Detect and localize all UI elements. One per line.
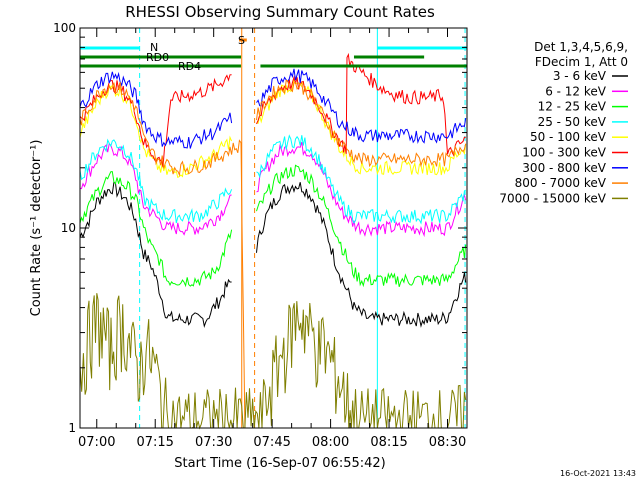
flag-label-rd4: RD4: [178, 60, 201, 73]
flag-bars: [80, 38, 467, 68]
plot-area: [79, 27, 468, 430]
legend-label: 100 - 300 keV: [522, 146, 606, 160]
x-tick-label: 08:15: [370, 435, 407, 450]
x-tick-label: 08:00: [312, 435, 349, 450]
series-line-7: [79, 79, 467, 429]
legend-label: 6 - 12 keV: [545, 84, 607, 98]
x-tick-label: 07:15: [136, 435, 173, 450]
y-axis: 1 10 100 Count Rate (s⁻¹ detector⁻¹): [29, 21, 467, 435]
chart-title: RHESSI Observing Summary Count Rates: [125, 3, 435, 21]
legend-label: 50 - 100 keV: [530, 130, 607, 144]
series-line-0: [79, 181, 467, 328]
flag-label-s: S: [238, 34, 245, 47]
x-tick-label: 07:00: [78, 435, 115, 450]
y-tick-label: 100: [53, 21, 76, 35]
legend: Det 1,3,4,5,6,9, FDecim 1, Att 0 3 - 6 k…: [499, 40, 628, 205]
series-line-1: [79, 141, 467, 238]
flag-label-rd0: RD0: [146, 51, 169, 64]
y-axis-label: Count Rate (s⁻¹ detector⁻¹): [29, 140, 44, 317]
x-tick-label: 07:30: [195, 435, 232, 450]
footer-timestamp: 16-Oct-2021 13:43: [560, 469, 636, 478]
x-tick-label: 07:45: [253, 435, 290, 450]
legend-header-line-2: FDecim 1, Att 0: [535, 55, 628, 69]
legend-label: 800 - 7000 keV: [515, 176, 607, 190]
y-tick-label: 1: [68, 421, 76, 435]
legend-header-line-1: Det 1,3,4,5,6,9,: [534, 40, 628, 54]
x-axis: 07:00 07:15 07:30 07:45 08:00 08:15 08:30 Star…: [78, 28, 468, 471]
legend-label: 3 - 6 keV: [553, 69, 607, 83]
series-line-8: [79, 293, 467, 430]
x-tick-label: 08:30: [429, 435, 466, 450]
legend-label: 12 - 25 keV: [538, 100, 607, 114]
series-line-6: [79, 68, 467, 149]
legend-label: 7000 - 15000 keV: [499, 191, 606, 205]
legend-label: 25 - 50 keV: [538, 115, 607, 129]
y-tick-label: 10: [61, 221, 76, 235]
series-line-3: [79, 134, 467, 225]
series-line-2: [79, 164, 467, 288]
legend-label: 300 - 800 keV: [522, 161, 606, 175]
series-lines: [79, 52, 467, 430]
x-axis-label: Start Time (16-Sep-07 06:55:42): [174, 456, 385, 471]
flag-label-n: N: [150, 41, 158, 54]
